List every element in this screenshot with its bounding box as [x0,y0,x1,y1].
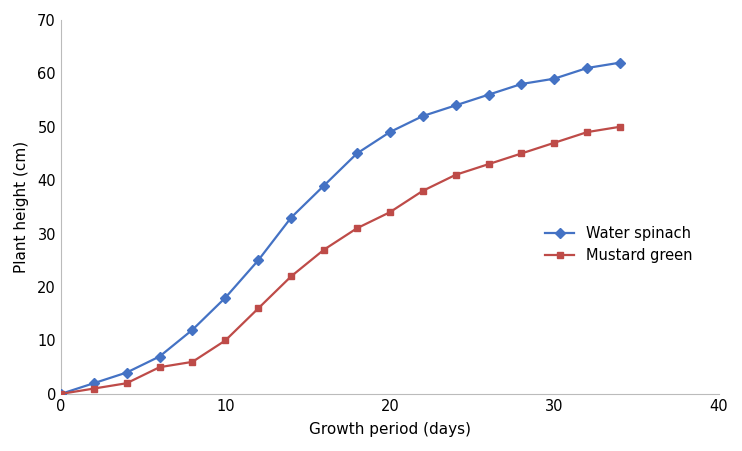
Mustard green [418,188,427,193]
Water spinach [56,391,65,396]
Mustard green [582,129,591,135]
Water spinach [188,327,197,332]
Mustard green [254,306,263,311]
Line: Water spinach: Water spinach [57,59,623,397]
Mustard green [155,364,164,370]
Legend: Water spinach, Mustard green: Water spinach, Mustard green [539,220,698,269]
Water spinach [451,103,460,108]
Water spinach [418,113,427,119]
Water spinach [352,151,361,156]
Water spinach [286,215,295,220]
Water spinach [550,76,559,81]
Line: Mustard green: Mustard green [57,123,623,397]
Mustard green [221,338,230,343]
Mustard green [188,359,197,364]
Mustard green [451,172,460,178]
X-axis label: Growth period (days): Growth period (days) [309,422,471,437]
Mustard green [550,140,559,146]
Mustard green [352,226,361,231]
Water spinach [89,381,98,386]
Water spinach [385,129,394,135]
Water spinach [320,183,329,188]
Water spinach [155,354,164,359]
Y-axis label: Plant height (cm): Plant height (cm) [14,141,29,273]
Mustard green [616,124,625,129]
Mustard green [56,391,65,396]
Water spinach [221,295,230,300]
Mustard green [320,247,329,253]
Water spinach [616,60,625,65]
Water spinach [582,65,591,71]
Water spinach [254,258,263,263]
Mustard green [122,381,131,386]
Water spinach [517,81,526,87]
Water spinach [122,370,131,375]
Water spinach [484,92,493,97]
Mustard green [385,210,394,215]
Mustard green [286,274,295,279]
Mustard green [517,151,526,156]
Mustard green [89,386,98,391]
Mustard green [484,161,493,167]
